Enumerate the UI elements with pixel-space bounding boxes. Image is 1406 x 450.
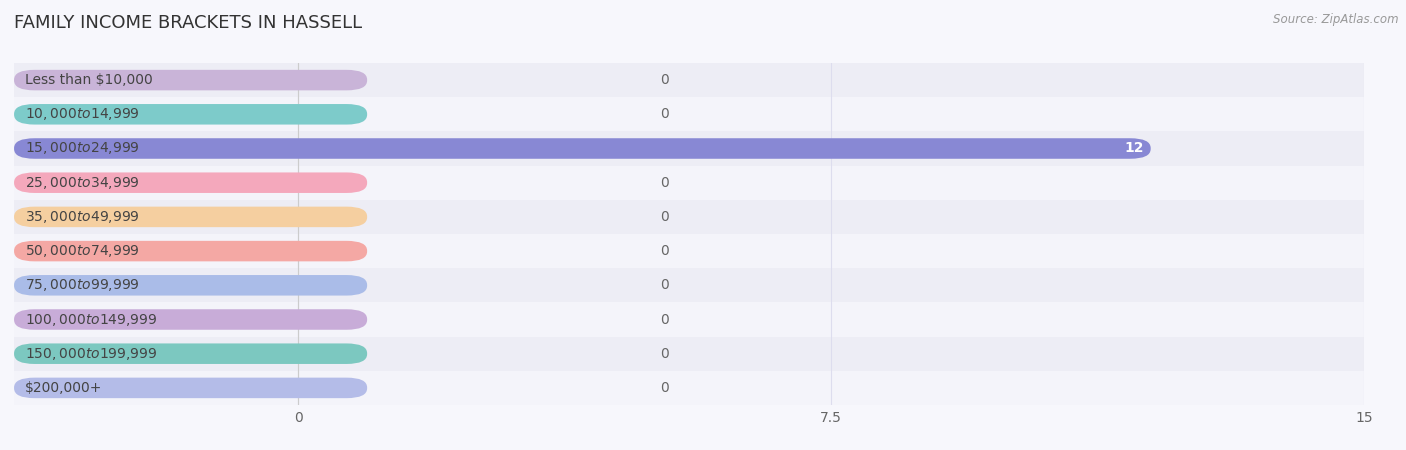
Text: 0: 0 (659, 381, 669, 395)
FancyBboxPatch shape (14, 70, 367, 90)
FancyBboxPatch shape (14, 309, 367, 330)
Text: FAMILY INCOME BRACKETS IN HASSELL: FAMILY INCOME BRACKETS IN HASSELL (14, 14, 363, 32)
FancyBboxPatch shape (14, 207, 367, 227)
Bar (14, 302, 1364, 337)
Bar (14, 166, 1364, 200)
FancyBboxPatch shape (14, 378, 367, 398)
FancyBboxPatch shape (14, 172, 367, 193)
Text: 12: 12 (1123, 141, 1143, 156)
Text: $50,000 to $74,999: $50,000 to $74,999 (25, 243, 139, 259)
Bar (14, 371, 1364, 405)
Text: 0: 0 (659, 107, 669, 122)
Bar (14, 97, 1364, 131)
Text: 0: 0 (659, 312, 669, 327)
Bar (14, 200, 1364, 234)
Text: $25,000 to $34,999: $25,000 to $34,999 (25, 175, 139, 191)
Text: 0: 0 (659, 210, 669, 224)
Text: 0: 0 (659, 346, 669, 361)
Text: Less than $10,000: Less than $10,000 (25, 73, 152, 87)
Text: $150,000 to $199,999: $150,000 to $199,999 (25, 346, 157, 362)
Text: $15,000 to $24,999: $15,000 to $24,999 (25, 140, 139, 157)
Text: $35,000 to $49,999: $35,000 to $49,999 (25, 209, 139, 225)
Bar (14, 268, 1364, 302)
Text: Source: ZipAtlas.com: Source: ZipAtlas.com (1274, 14, 1399, 27)
Bar (14, 234, 1364, 268)
FancyBboxPatch shape (14, 104, 367, 125)
Bar (14, 63, 1364, 97)
Bar (14, 337, 1364, 371)
Text: $10,000 to $14,999: $10,000 to $14,999 (25, 106, 139, 122)
FancyBboxPatch shape (14, 343, 367, 364)
Text: $100,000 to $149,999: $100,000 to $149,999 (25, 311, 157, 328)
Text: $75,000 to $99,999: $75,000 to $99,999 (25, 277, 139, 293)
Bar (14, 131, 1364, 166)
FancyBboxPatch shape (14, 138, 1150, 159)
Text: $200,000+: $200,000+ (25, 381, 103, 395)
FancyBboxPatch shape (14, 275, 367, 296)
Text: 0: 0 (659, 176, 669, 190)
Text: 0: 0 (659, 73, 669, 87)
Text: 0: 0 (659, 278, 669, 293)
Text: 0: 0 (659, 244, 669, 258)
FancyBboxPatch shape (14, 241, 367, 261)
